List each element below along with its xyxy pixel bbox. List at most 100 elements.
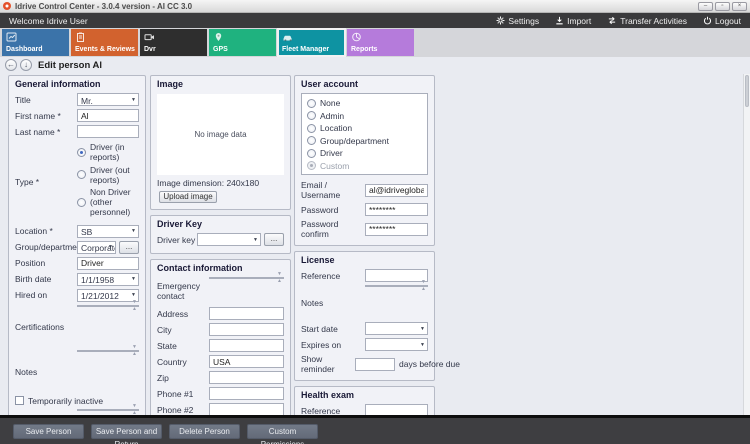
emergency-contact-label: Emergency contact bbox=[157, 281, 200, 301]
expires-on-dropdown[interactable]: ▼ bbox=[365, 338, 428, 351]
custom-permissions-button[interactable]: Custom Permissions bbox=[247, 423, 318, 444]
city-field[interactable] bbox=[209, 323, 284, 336]
driver-key-dropdown[interactable]: ▼ bbox=[197, 233, 261, 246]
group-department-dropdown[interactable]: Corporate Managem...▼ bbox=[77, 240, 116, 254]
position-field[interactable] bbox=[77, 256, 139, 270]
car-icon bbox=[282, 32, 294, 42]
license-notes-textarea[interactable]: ▲ ▼ bbox=[365, 280, 428, 292]
footer-divider bbox=[0, 415, 750, 418]
health-reference-field[interactable] bbox=[365, 404, 428, 417]
transfer-activities-button[interactable]: Transfer Activities bbox=[607, 16, 687, 26]
account-radio-admin[interactable]: Admin bbox=[307, 111, 422, 121]
email-username-field[interactable] bbox=[365, 183, 428, 197]
title-dropdown[interactable]: Mr. ▼ bbox=[77, 93, 139, 106]
chevron-down-icon: ▼ bbox=[131, 276, 136, 282]
tab-fleet-manager-label: Fleet Manager bbox=[282, 46, 330, 53]
account-radio-driver[interactable]: Driver bbox=[307, 148, 422, 158]
maximize-icon[interactable]: ▫ bbox=[715, 1, 730, 11]
radio-icon bbox=[307, 98, 316, 108]
last-name-field[interactable] bbox=[77, 125, 139, 138]
tab-reports-label: Reports bbox=[351, 46, 378, 53]
menu-bar: Welcome Idrive User Settings Import Tran… bbox=[0, 13, 750, 28]
import-label: Import bbox=[567, 15, 592, 26]
chevron-down-icon: ▼ bbox=[253, 236, 258, 243]
logout-button[interactable]: Logout bbox=[703, 16, 741, 26]
image-box: Image No image data Image dimension: 240… bbox=[150, 75, 291, 210]
clipboard-icon bbox=[75, 32, 86, 42]
address-field[interactable] bbox=[209, 307, 284, 320]
start-date-dropdown[interactable]: ▼ bbox=[365, 322, 428, 335]
temporarily-inactive-checkbox[interactable] bbox=[15, 396, 24, 405]
driver-key-more-button[interactable]: ... bbox=[264, 233, 284, 246]
pie-chart-icon bbox=[351, 32, 362, 42]
certifications-textarea[interactable]: ▲ ▼ bbox=[77, 299, 139, 311]
account-type-panel: None Admin Location Group/department Dri… bbox=[301, 93, 428, 175]
notes-textarea[interactable]: ▲ ▼ bbox=[77, 344, 139, 356]
tab-reports[interactable]: Reports bbox=[347, 29, 414, 56]
certifications-label: Certifications bbox=[15, 321, 65, 332]
page-title: Edit person Al bbox=[38, 59, 103, 71]
hired-on-dropdown[interactable]: 1/21/2012 ▼ bbox=[77, 288, 139, 302]
driver-key-box: Driver Key Driver key ▼ ... bbox=[150, 215, 291, 254]
group-department-more-button[interactable]: ... bbox=[119, 240, 139, 254]
delete-person-button[interactable]: Delete Person bbox=[169, 423, 240, 439]
license-reminder-field[interactable] bbox=[355, 357, 395, 371]
map-pin-icon bbox=[213, 32, 224, 42]
type-radio-driver-out-reports[interactable]: Driver (out reports) bbox=[77, 165, 139, 185]
video-camera-icon bbox=[144, 32, 155, 42]
state-field[interactable] bbox=[209, 339, 284, 352]
chevron-down-icon: ▼ bbox=[131, 96, 136, 103]
birth-date-dropdown[interactable]: 1/1/1958 ▼ bbox=[77, 272, 139, 286]
radio-icon bbox=[307, 136, 316, 145]
type-radio-driver-in-reports[interactable]: Driver (in reports) bbox=[77, 142, 139, 162]
radio-icon bbox=[307, 111, 316, 120]
scroll-down-icon: ▼ bbox=[132, 343, 137, 350]
account-radio-none[interactable]: None bbox=[307, 98, 422, 108]
license-box: License Reference Notes ▲ ▼ Start date ▼ E… bbox=[294, 251, 460, 381]
page-header: ← ↓ Edit person Al bbox=[0, 57, 750, 73]
hired-on-label: Hired on bbox=[15, 290, 48, 300]
first-name-label: First name * bbox=[15, 110, 61, 121]
radio-icon bbox=[307, 161, 316, 170]
phone2-field[interactable] bbox=[209, 403, 284, 416]
license-reference-field[interactable] bbox=[365, 269, 428, 282]
app-icon bbox=[3, 2, 11, 10]
health-reference-label: Reference bbox=[301, 405, 341, 416]
country-field[interactable] bbox=[209, 355, 284, 368]
settings-button[interactable]: Settings bbox=[496, 16, 539, 26]
tab-dashboard[interactable]: Dashboard bbox=[2, 29, 69, 56]
health-exam-title: Health exam bbox=[301, 390, 355, 400]
upload-image-button[interactable]: Upload image bbox=[159, 191, 217, 203]
password-field[interactable] bbox=[365, 203, 428, 216]
scrollbar-thumb[interactable] bbox=[745, 75, 749, 107]
phone1-field[interactable] bbox=[209, 387, 284, 400]
save-person-return-button[interactable]: Save Person and Return bbox=[91, 423, 162, 444]
license-reminder-suffix: days before due bbox=[399, 359, 460, 369]
type-radio-non-driver[interactable]: Non Driver (other personnel) bbox=[77, 187, 139, 217]
vertical-scrollbar[interactable] bbox=[743, 74, 750, 415]
form-content: General information Title Mr. ▼ First nam… bbox=[0, 74, 750, 444]
scroll-down-button[interactable]: ↓ bbox=[20, 59, 32, 71]
zip-field[interactable] bbox=[209, 371, 284, 384]
tab-fleet-manager[interactable]: Fleet Manager bbox=[277, 28, 346, 57]
close-icon[interactable]: × bbox=[732, 1, 747, 11]
import-button[interactable]: Import bbox=[555, 16, 591, 26]
minimize-icon[interactable]: – bbox=[698, 1, 713, 11]
emergency-contact-textarea[interactable]: ▲ ▼ bbox=[209, 272, 284, 284]
tab-events-reviews[interactable]: Events & Reviews bbox=[71, 29, 138, 56]
save-person-button[interactable]: Save Person bbox=[13, 423, 84, 439]
location-dropdown[interactable]: SB ▼ bbox=[77, 224, 139, 238]
position-label: Position bbox=[15, 258, 46, 268]
password-confirm-field[interactable] bbox=[365, 222, 428, 236]
tab-dvr[interactable]: Dvr bbox=[140, 29, 207, 56]
scroll-down-icon: ▼ bbox=[421, 279, 426, 285]
download-icon bbox=[555, 16, 564, 25]
tab-gps[interactable]: GPS bbox=[209, 29, 276, 56]
account-radio-custom: Custom bbox=[307, 161, 422, 171]
first-name-field[interactable] bbox=[77, 109, 139, 122]
reason-inactivity-textarea[interactable]: ▲ ▼ bbox=[77, 403, 139, 415]
temporarily-inactive-label: Temporarily inactive bbox=[28, 395, 104, 406]
account-radio-group-department[interactable]: Group/department bbox=[307, 136, 422, 146]
account-radio-location[interactable]: Location bbox=[307, 123, 422, 133]
back-button[interactable]: ← bbox=[5, 59, 17, 71]
